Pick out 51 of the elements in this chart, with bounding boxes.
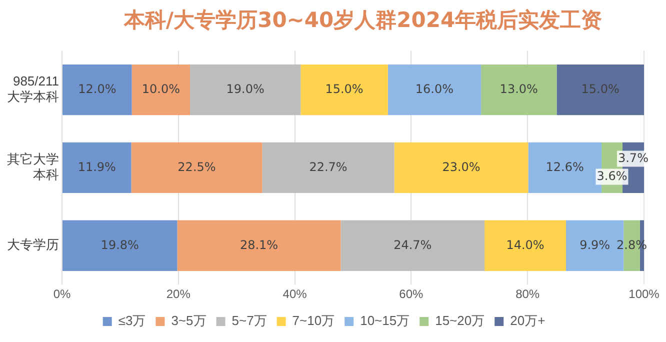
bar — [190, 64, 301, 116]
chart-title: 本科/大专学历30~40岁人群2024年税后实发工资 — [122, 7, 604, 34]
data-label: 24.7% — [394, 238, 432, 252]
y-tick-label: 大专学历 — [7, 237, 59, 252]
bar — [300, 64, 388, 116]
bar — [62, 64, 132, 116]
bar — [484, 220, 566, 271]
data-label: 14.0% — [506, 238, 544, 252]
y-tick-label: 其它大学本科 — [7, 151, 59, 182]
x-tick-label: 20% — [166, 287, 191, 302]
bar — [388, 64, 482, 116]
bar — [556, 64, 644, 116]
data-label: 19.0% — [226, 82, 264, 96]
y-tick-label: 985/211大学本科 — [7, 74, 59, 104]
data-label: 12.0% — [78, 82, 116, 96]
data-label: 13.0% — [500, 82, 538, 96]
data-label: 3.6% — [596, 168, 628, 183]
bar — [62, 220, 178, 271]
legend-label: ≤3万 — [118, 313, 146, 328]
bar — [394, 142, 528, 194]
x-tick-label: 60% — [399, 287, 424, 302]
bar — [131, 142, 262, 194]
data-label: 15.0% — [581, 82, 620, 96]
legend-label: 3~5万 — [171, 313, 206, 328]
data-label: 28.1% — [240, 238, 278, 252]
legend-label: 10~15万 — [360, 313, 410, 328]
data-label: 22.5% — [178, 160, 216, 174]
data-label: 11.9% — [78, 160, 116, 174]
x-tick-label: 80% — [516, 287, 540, 302]
x-tick-label: 40% — [282, 287, 308, 302]
bar — [132, 64, 190, 116]
x-tick-label: 100% — [628, 287, 660, 302]
data-label: 22.7% — [309, 160, 348, 174]
data-label: 19.8% — [100, 238, 139, 252]
bar — [62, 142, 132, 194]
data-label: 23.0% — [442, 160, 480, 174]
x-tick-label: 0% — [53, 287, 71, 302]
data-label: 12.6% — [546, 160, 584, 174]
bar — [481, 64, 557, 116]
data-label: 16.0% — [415, 82, 454, 96]
bar — [262, 142, 394, 194]
data-label: 9.9% — [580, 238, 610, 252]
bar — [177, 220, 341, 271]
data-label: 3.7% — [618, 150, 648, 165]
legend-label: 15~20万 — [435, 313, 485, 328]
data-label: 10.0% — [142, 82, 180, 96]
legend-label: 5~7万 — [232, 313, 267, 328]
data-label: 15.0% — [325, 82, 364, 96]
bar — [340, 220, 485, 271]
legend-label: 7~10万 — [292, 313, 335, 328]
legend-label: 20万+ — [510, 313, 546, 328]
